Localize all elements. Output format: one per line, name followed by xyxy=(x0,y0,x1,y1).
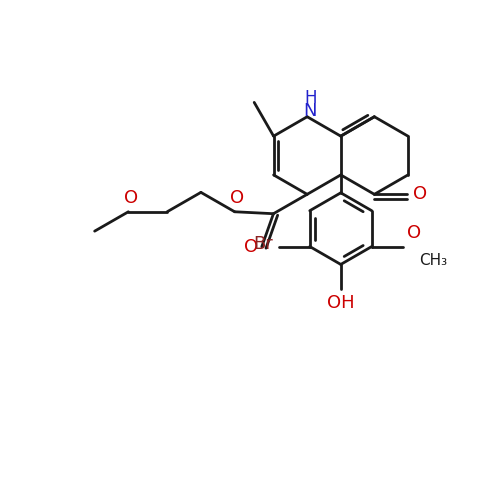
Text: N: N xyxy=(304,102,317,120)
Text: OH: OH xyxy=(327,294,354,312)
Text: Br: Br xyxy=(254,235,274,253)
Text: O: O xyxy=(412,186,427,204)
Text: CH₃: CH₃ xyxy=(418,253,447,268)
Text: H: H xyxy=(304,89,316,107)
Text: O: O xyxy=(124,189,138,207)
Text: O: O xyxy=(407,224,421,242)
Text: O: O xyxy=(230,189,244,207)
Text: O: O xyxy=(244,238,258,256)
